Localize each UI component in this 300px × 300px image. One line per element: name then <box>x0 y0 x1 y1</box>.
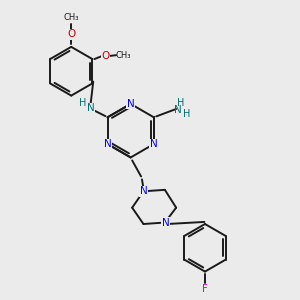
Text: N: N <box>174 105 182 115</box>
Text: H: H <box>183 109 190 119</box>
Text: O: O <box>101 51 110 61</box>
Text: N: N <box>103 139 111 149</box>
Text: H: H <box>79 98 86 108</box>
Text: CH₃: CH₃ <box>64 13 79 22</box>
Text: O: O <box>67 29 75 39</box>
Text: N: N <box>127 99 135 109</box>
Text: N: N <box>150 139 158 149</box>
Text: H: H <box>177 98 184 108</box>
Text: N: N <box>162 218 169 227</box>
Text: N: N <box>87 103 94 113</box>
Text: N: N <box>140 186 147 196</box>
Text: CH₃: CH₃ <box>116 51 131 60</box>
Text: F: F <box>202 284 208 294</box>
